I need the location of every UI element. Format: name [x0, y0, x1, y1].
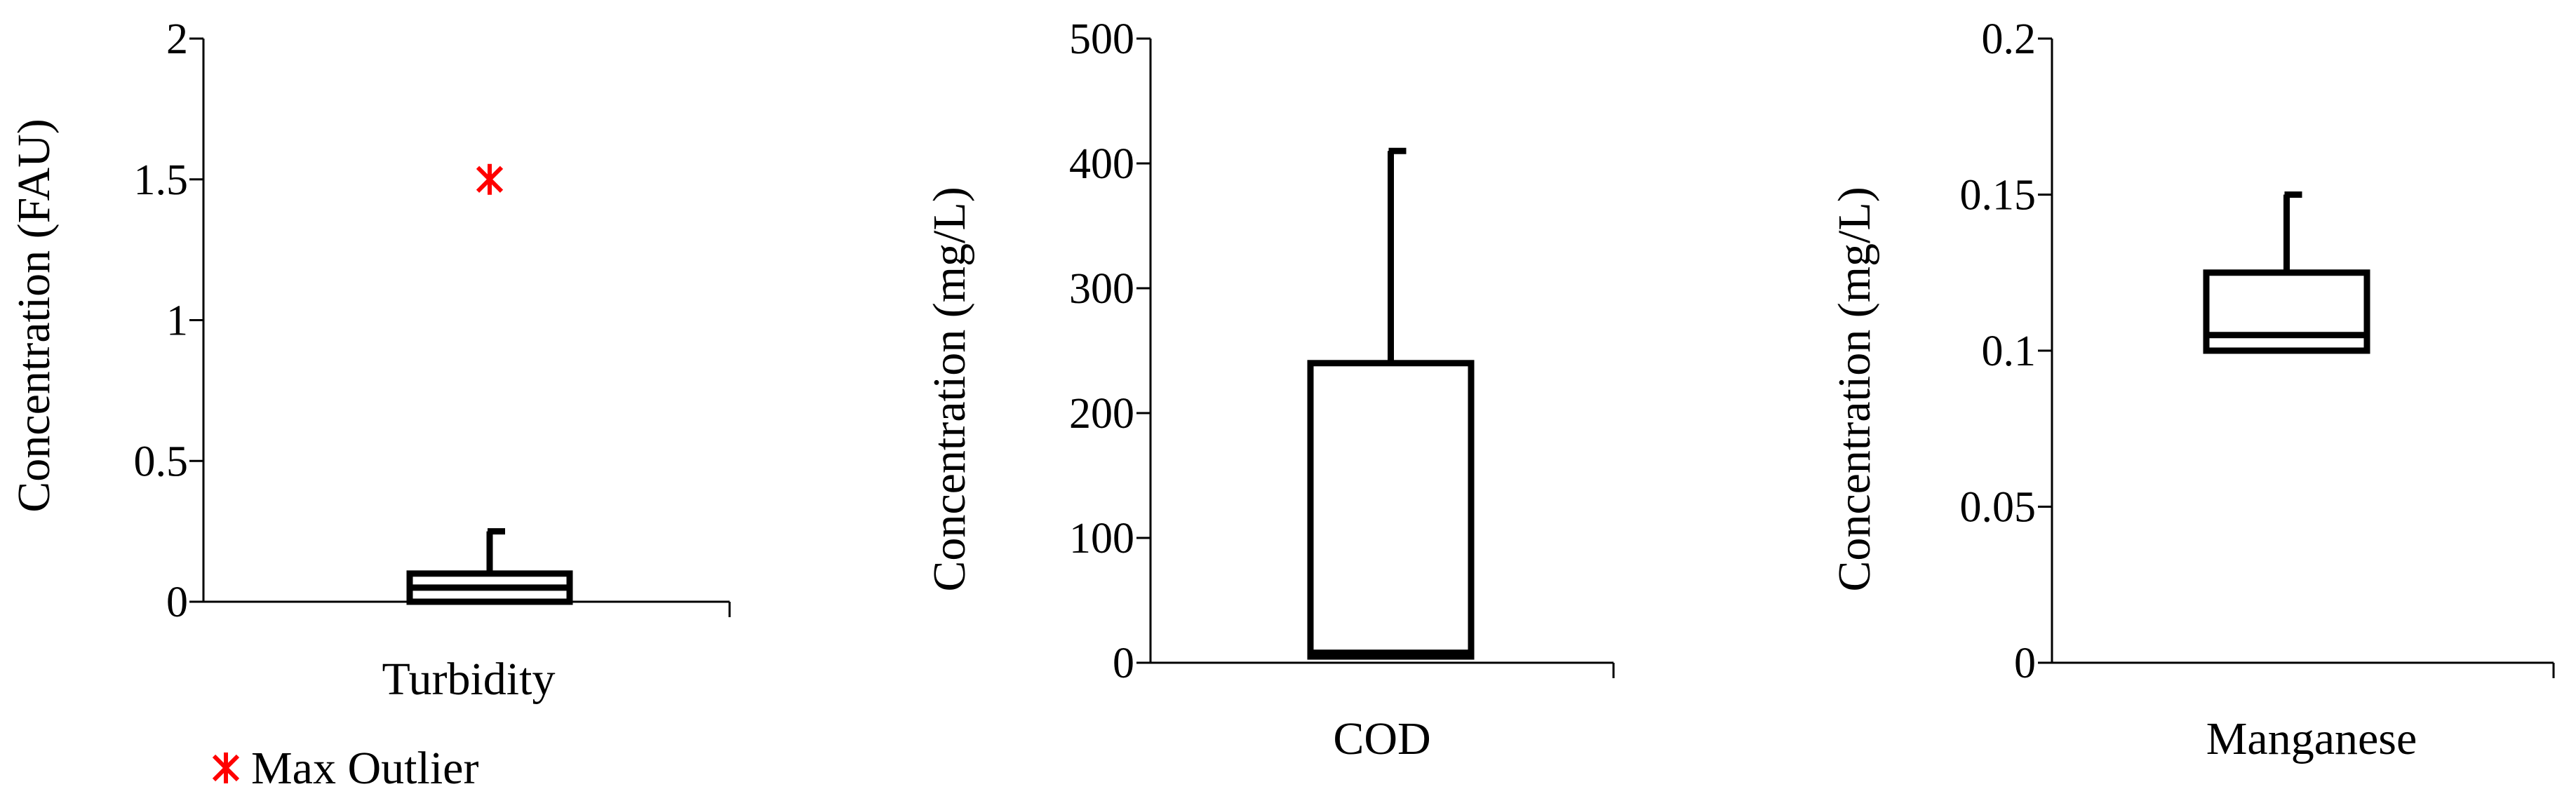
y-tick-label: 0 [2014, 640, 2036, 687]
y-tick-label: 500 [1069, 15, 1134, 63]
legend-outlier-label: Max Outlier [251, 743, 478, 794]
legend: Max Outlier [212, 743, 478, 794]
y-tick-label: 2 [166, 15, 188, 63]
y-axis-label: Concentration (mg/L) [1829, 187, 1880, 591]
y-tick-label: 1.5 [134, 156, 189, 204]
x-category-label: COD [1333, 713, 1430, 764]
y-tick-label: 0.05 [1960, 484, 2037, 532]
y-tick-label: 200 [1069, 390, 1134, 438]
turbidity-panel: Concentration (FAU) Turbidity 0 0.5 1 1.5 2 [8, 15, 731, 705]
x-category-label: Manganese [2206, 713, 2417, 764]
y-tick-label: 0.1 [1982, 328, 2037, 375]
interquartile-box [2203, 269, 2370, 354]
interquartile-box [1307, 360, 1475, 660]
legend-outlier-marker [212, 753, 240, 783]
max-outlier-marker [476, 163, 504, 195]
x-category-label: Turbidity [382, 654, 556, 705]
manganese-panel: Concentration (mg/L) Manganese 0 0.05 0.1 0… [1829, 15, 2555, 764]
y-tick-label: 0.15 [1960, 172, 2037, 220]
y-tick-label: 0.5 [134, 438, 189, 485]
y-axis-label: Concentration (mg/L) [924, 187, 975, 591]
y-tick-label: 0 [166, 579, 188, 626]
y-tick-label: 300 [1069, 265, 1134, 313]
y-tick-label: 100 [1069, 515, 1134, 562]
y-tick-label: 0 [1113, 640, 1134, 687]
y-tick-label: 1 [166, 297, 188, 345]
cod-panel: Concentration (mg/L) COD 0 100 200 300 400 50… [924, 15, 1615, 764]
y-axis-label: Concentration (FAU) [8, 119, 60, 512]
y-tick-label: 0.2 [1982, 15, 2037, 63]
y-tick-label: 400 [1069, 140, 1134, 188]
